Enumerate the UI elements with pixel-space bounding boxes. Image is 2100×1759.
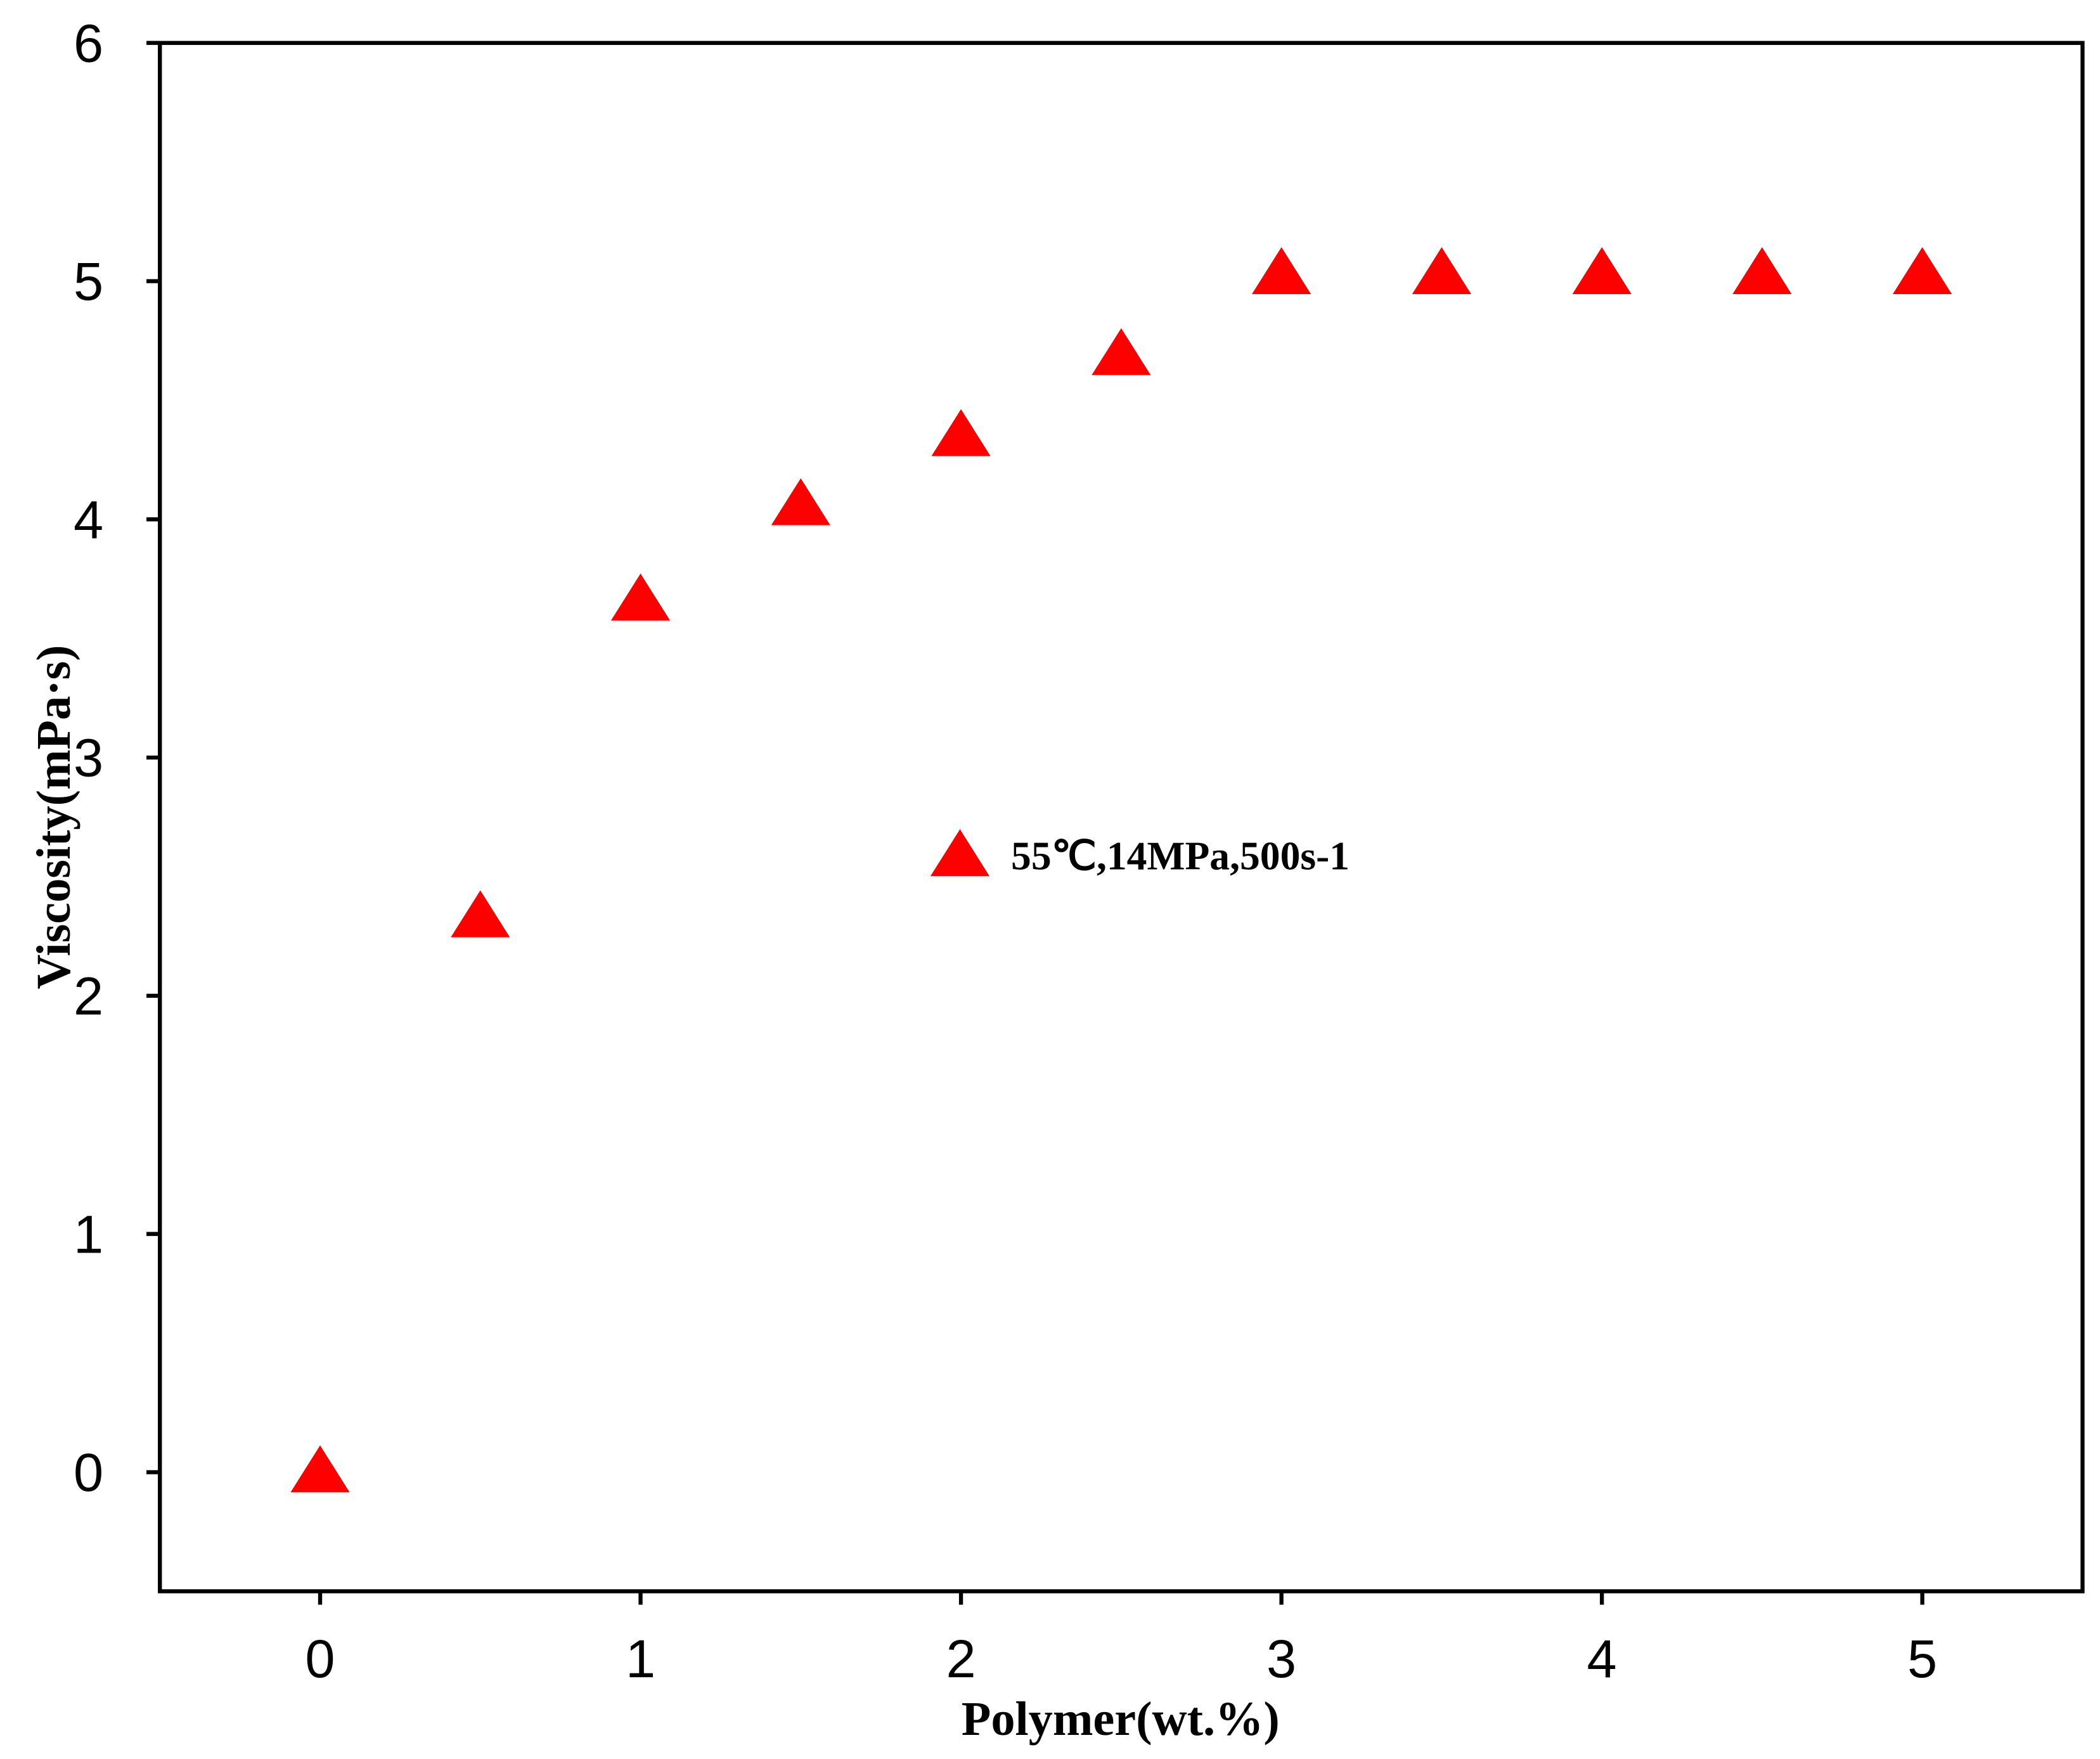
point	[931, 409, 991, 456]
x-tick-label: 2	[946, 1628, 976, 1689]
y-tick-label: 5	[74, 251, 103, 311]
plot-frame	[158, 41, 2085, 1594]
point	[1412, 247, 1472, 295]
y-tick-label: 4	[74, 489, 103, 550]
x-tick-label: 5	[1907, 1628, 1937, 1689]
y-tick-label: 2	[74, 966, 103, 1026]
point	[1092, 328, 1151, 375]
legend-label: 55℃,14MPa,500s-1	[1011, 833, 1350, 878]
x-tick-label: 1	[626, 1628, 655, 1689]
x-tick-label: 4	[1587, 1628, 1617, 1689]
y-axis-title: Viscosity(mPa·s)	[27, 645, 81, 989]
x-axis-title: Polymer(wt.%)	[962, 1692, 1280, 1746]
y-tick-label: 3	[74, 728, 103, 788]
point	[771, 478, 830, 525]
point	[290, 1445, 350, 1493]
point	[1251, 247, 1311, 295]
y-tick-label: 6	[74, 13, 103, 73]
x-tick-label: 0	[305, 1628, 335, 1689]
y-tick-label: 0	[74, 1442, 103, 1502]
y-tick-label: 1	[74, 1204, 103, 1264]
point	[610, 573, 671, 621]
x-tick-label: 3	[1266, 1628, 1296, 1689]
legend-marker	[930, 829, 990, 877]
point	[1732, 247, 1792, 295]
point	[451, 890, 510, 937]
point	[1893, 247, 1952, 295]
point	[1572, 247, 1632, 295]
